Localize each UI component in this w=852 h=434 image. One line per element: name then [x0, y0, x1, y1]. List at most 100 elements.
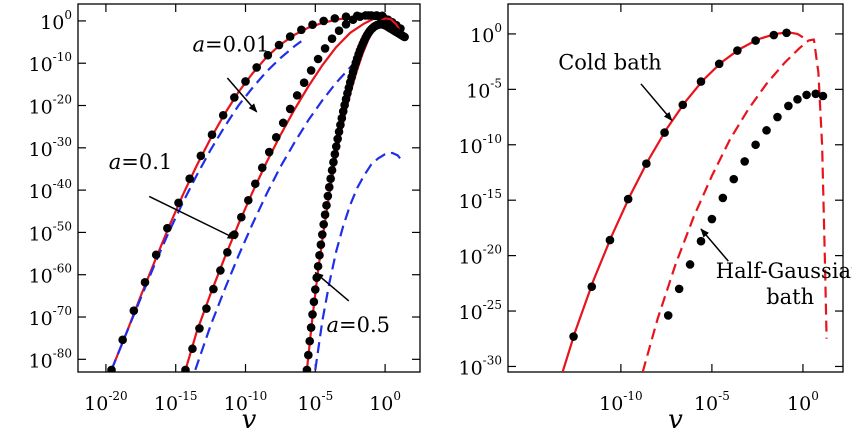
y-tick-exponent: -70 [53, 304, 72, 318]
x-axis-label: v [242, 405, 257, 434]
annotation-label: a=0.01 [192, 32, 269, 56]
data-point [623, 194, 633, 204]
y-tick-base: 10 [28, 139, 52, 161]
y-tick-label: 10-20 [458, 243, 502, 269]
x-tick-exponent: -10 [623, 389, 642, 403]
x-tick-label: 100 [369, 389, 401, 415]
data-point [587, 282, 597, 291]
data-point [188, 344, 197, 354]
data-point [333, 134, 342, 144]
approx-curve [194, 60, 358, 371]
data-point [216, 266, 225, 275]
annotation-arrow [314, 272, 350, 302]
data-point [306, 323, 316, 332]
x-tick-base: 10 [224, 393, 248, 415]
data-point [129, 306, 139, 315]
data-point [163, 223, 172, 233]
y-tick-base: 10 [28, 223, 52, 245]
data-point [326, 174, 335, 183]
data-point [696, 77, 706, 86]
data-point [329, 157, 338, 167]
x-tick-base: 10 [599, 393, 623, 415]
annotation-value: =0.1 [121, 150, 172, 174]
data-point [327, 34, 337, 43]
series-layer [561, 28, 828, 372]
y-tick-base: 10 [458, 357, 482, 379]
data-point [330, 14, 340, 23]
y-tick-label: 10-80 [28, 346, 72, 372]
y-tick-label: 10-70 [28, 304, 72, 330]
y-tick-exponent: -10 [483, 132, 502, 146]
approx-curve [314, 151, 403, 371]
data-point [707, 214, 717, 224]
y-tick-exponent: -50 [53, 219, 72, 233]
data-point [271, 132, 281, 142]
data-point [278, 118, 288, 128]
y-tick-label: 10-15 [458, 187, 502, 213]
y-tick-exponent: -30 [53, 135, 72, 149]
y-tick-base: 10 [28, 350, 52, 372]
y-tick-exponent: -30 [483, 353, 502, 367]
annotation-arrow [226, 77, 258, 113]
approx-curve [110, 40, 302, 371]
y-tick-exponent: -15 [483, 187, 502, 201]
x-tick-label: 10-10 [599, 389, 643, 415]
x-tick-label: 10-10 [224, 389, 268, 415]
y-tick-base: 10 [458, 191, 482, 213]
data-point [341, 20, 351, 29]
annotation-symbol: a [192, 32, 205, 56]
data-point [322, 201, 331, 210]
y-tick-base: 10 [466, 80, 490, 102]
y-tick-label: 100 [470, 21, 502, 47]
annotation-arrow [640, 83, 673, 122]
x-tick-base: 10 [369, 393, 393, 415]
data-point [299, 78, 309, 87]
y-tick-label: 10-30 [458, 353, 502, 379]
y-tick-base: 10 [40, 12, 64, 34]
data-point [678, 100, 688, 110]
data-point [218, 110, 228, 120]
data-point [292, 91, 302, 100]
exact-curve [561, 31, 804, 372]
annotation-label: Cold bath [558, 50, 661, 74]
y-tick-exponent: -5 [490, 76, 502, 90]
x-tick-label: 10-20 [84, 389, 128, 415]
annotation-label: a=0.1 [109, 150, 173, 174]
data-point [297, 25, 306, 35]
data-point [740, 157, 749, 166]
data-point [718, 193, 728, 203]
data-point [285, 32, 295, 41]
data-point [685, 260, 695, 269]
data-point [331, 142, 341, 151]
y-tick-exponent: -60 [53, 262, 72, 276]
data-point [223, 247, 232, 257]
data-point [330, 149, 340, 159]
data-point [257, 163, 267, 172]
data-point [818, 91, 828, 101]
annotation-arrow [148, 195, 237, 240]
data-point [334, 26, 344, 35]
data-point [773, 112, 782, 122]
y-tick-label: 10-50 [28, 219, 72, 245]
data-point [140, 278, 150, 287]
data-point [769, 30, 779, 40]
data-point [315, 250, 324, 260]
data-point [341, 12, 351, 21]
data-point [244, 195, 253, 205]
x-tick-exponent: -5 [322, 389, 334, 403]
y-tick-label: 10-30 [28, 135, 72, 161]
data-point [285, 104, 295, 114]
y-tick-base: 10 [28, 181, 52, 203]
plot-frame [507, 3, 844, 373]
data-point [793, 95, 802, 104]
y-tick-base: 10 [28, 54, 52, 76]
x-tick-base: 10 [154, 393, 178, 415]
data-point [337, 113, 347, 123]
y-tick-exponent: 0 [494, 21, 502, 35]
data-point [642, 159, 651, 168]
data-point [327, 165, 337, 175]
data-point [696, 236, 706, 246]
x-tick-exponent: -20 [108, 389, 127, 403]
annotation-symbol: a [109, 150, 122, 174]
